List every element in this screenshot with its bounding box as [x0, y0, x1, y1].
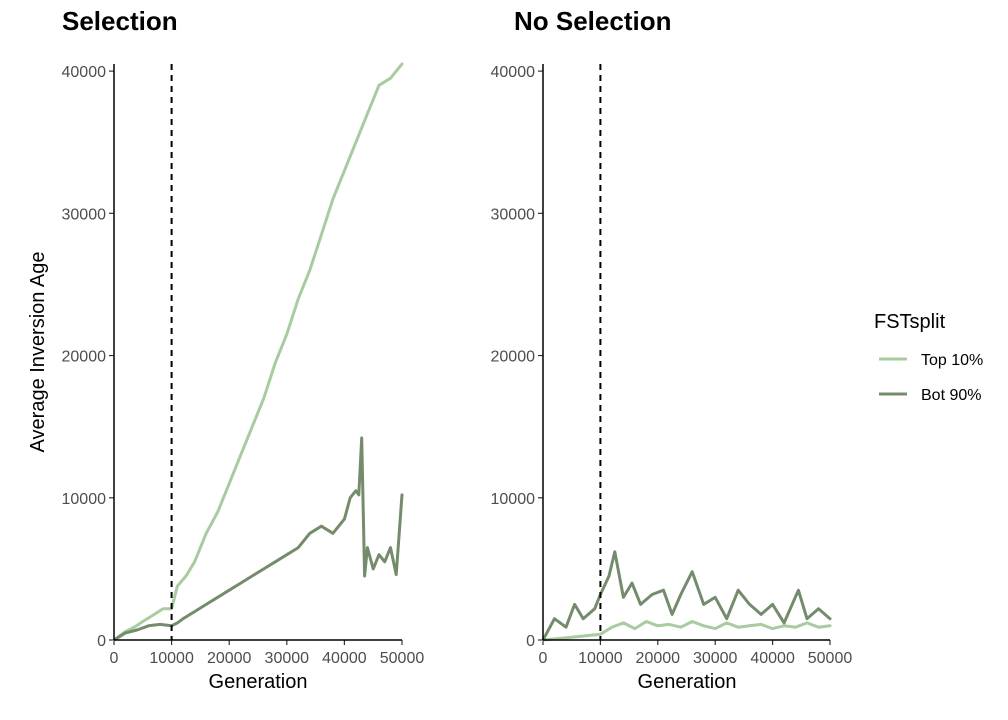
- y-axis-title: Average Inversion Age: [27, 252, 49, 453]
- x-tick-label: 10000: [149, 650, 194, 667]
- legend-label-bot-90: Bot 90%: [921, 387, 981, 404]
- x-tick-label: 30000: [693, 650, 738, 667]
- x-tick-label: 0: [539, 650, 548, 667]
- x-tick-label: 40000: [750, 650, 795, 667]
- series-lines: [541, 550, 832, 642]
- x-tick-label: 20000: [207, 650, 252, 667]
- x-axis-title: Generation: [638, 671, 737, 693]
- x-tick-label: 50000: [380, 650, 425, 667]
- y-ticks: 0 10000 20000 30000 40000: [62, 64, 114, 650]
- y-tick-label: 20000: [491, 349, 536, 366]
- x-ticks: 0 10000 20000 30000 40000 50000: [539, 640, 853, 667]
- x-tick-label: 50000: [808, 650, 853, 667]
- legend: FSTsplit Top 10% Bot 90%: [874, 311, 983, 404]
- y-tick-label: 0: [97, 633, 106, 650]
- series-line-bot-90: [112, 436, 404, 642]
- legend-title: FSTsplit: [874, 311, 946, 333]
- x-ticks: 0 10000 20000 30000 40000 50000: [110, 640, 425, 667]
- panel-title: Selection: [62, 6, 178, 36]
- y-tick-label: 30000: [62, 206, 107, 223]
- y-tick-label: 10000: [62, 491, 107, 508]
- y-tick-label: 10000: [491, 491, 536, 508]
- y-tick-label: 30000: [491, 206, 536, 223]
- panel-selection: Selection 0 10000 20000 30000 40000 0 10000 20…: [27, 6, 424, 693]
- y-tick-label: 0: [526, 633, 535, 650]
- y-tick-label: 40000: [491, 64, 536, 81]
- y-tick-label: 20000: [62, 349, 107, 366]
- y-tick-label: 40000: [62, 64, 107, 81]
- x-tick-label: 30000: [265, 650, 310, 667]
- x-tick-label: 40000: [322, 650, 367, 667]
- panel-no-selection: No Selection 0 10000 20000 30000 40000 0 1000…: [491, 6, 853, 693]
- x-tick-label: 20000: [636, 650, 681, 667]
- series-line-top-10: [541, 620, 832, 642]
- x-axis-title: Generation: [209, 671, 308, 693]
- series-line-bot-90: [541, 550, 832, 642]
- series-line-top-10: [112, 62, 404, 642]
- x-tick-label: 10000: [578, 650, 623, 667]
- panel-title: No Selection: [514, 6, 671, 36]
- y-ticks: 0 10000 20000 30000 40000: [491, 64, 543, 650]
- x-tick-label: 0: [110, 650, 119, 667]
- series-lines: [112, 62, 404, 642]
- legend-label-top-10: Top 10%: [921, 352, 983, 369]
